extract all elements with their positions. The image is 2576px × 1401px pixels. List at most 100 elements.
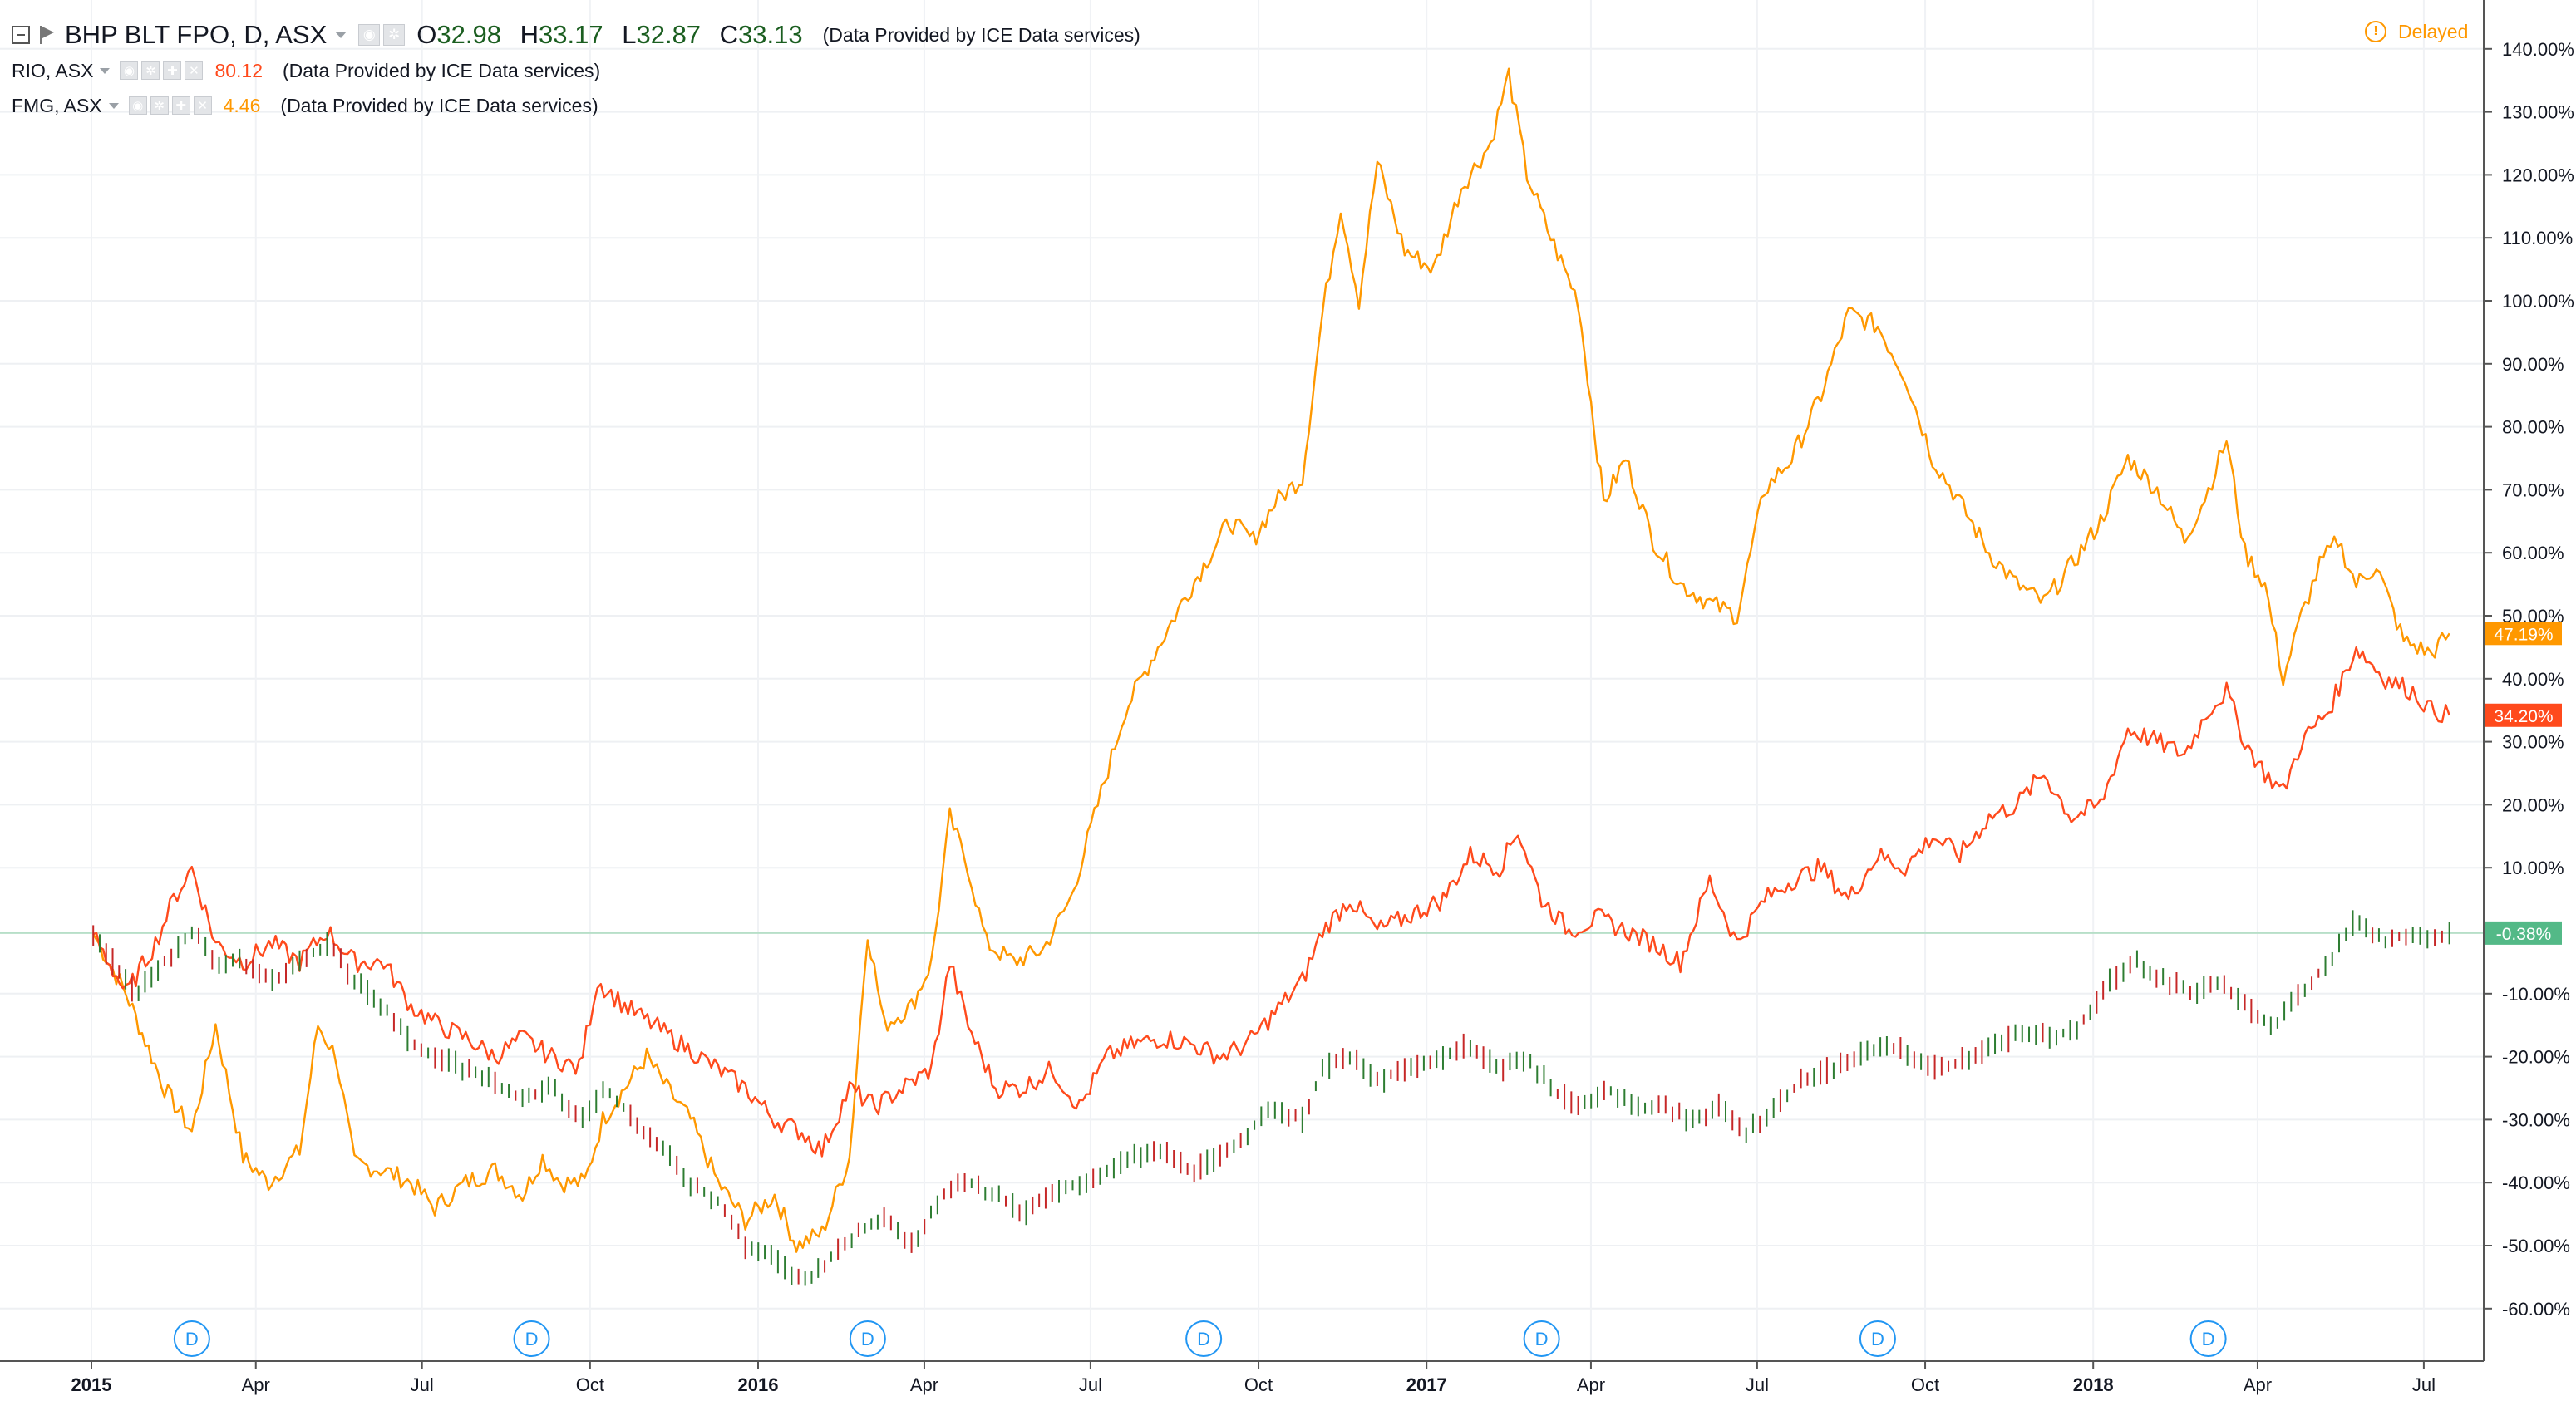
x-tick-label: Apr <box>242 1374 270 1395</box>
last-value-badge <box>2485 622 2562 646</box>
baseline-badge <box>2485 921 2562 945</box>
x-tick-label: 2015 <box>71 1374 112 1395</box>
grid <box>0 0 2484 1361</box>
y-tick-label: 130.00% <box>2502 102 2574 123</box>
high-value: 33.17 <box>539 20 603 49</box>
y-tick-label: 60.00% <box>2502 543 2564 563</box>
ohlc-values: O32.98 H33.17 L32.87 C33.13 <box>416 20 814 50</box>
gear-icon[interactable]: ✲ <box>383 24 406 46</box>
rio-symbol[interactable]: RIO, ASX <box>12 59 94 81</box>
x-tick-label: 2018 <box>2073 1374 2114 1395</box>
series-layer <box>92 67 2450 1286</box>
x-tick-label: 2016 <box>738 1374 779 1395</box>
close-value: 33.13 <box>738 20 803 49</box>
y-tick-label: -30.00% <box>2502 1109 2570 1130</box>
dividend-marker-label: D <box>525 1329 539 1349</box>
close-icon[interactable]: ✕ <box>193 96 212 115</box>
dividend-marker-label: D <box>185 1329 199 1349</box>
warning-icon: ! <box>2365 21 2386 42</box>
baseline-label: -0.38% <box>2496 925 2552 944</box>
flag-icon[interactable] <box>40 26 55 44</box>
open-value: 32.98 <box>436 20 501 49</box>
y-tick-label: -50.00% <box>2502 1236 2570 1256</box>
y-tick-label: 110.00% <box>2502 228 2573 248</box>
low-value: 32.87 <box>636 20 702 49</box>
data-provider-note: (Data Provided by ICE Data services) <box>822 23 1140 46</box>
eye-icon[interactable]: ◉ <box>128 96 147 115</box>
dividend-marker[interactable] <box>1859 1320 1896 1357</box>
time-axis: 2015 Apr Jul Oct 2016 Apr Jul Oct 2017 Apr Jul Oct 2… <box>0 1360 2484 1395</box>
collapse-icon[interactable] <box>12 26 30 44</box>
x-tick-label: Oct <box>1244 1374 1273 1395</box>
dividend-marker[interactable] <box>849 1320 886 1357</box>
close-label: C <box>719 20 739 49</box>
y-tick-label: 20.00% <box>2502 794 2564 815</box>
x-tick-label: Apr <box>2244 1374 2272 1395</box>
dividend-marker-label: D <box>1197 1329 1210 1349</box>
last-value-badge <box>2485 703 2562 727</box>
last-value-label: 34.20% <box>2494 707 2553 726</box>
dividend-marker[interactable] <box>173 1320 210 1357</box>
x-tick-label: Oct <box>576 1374 604 1395</box>
rio-value: 80.12 <box>214 59 263 81</box>
y-tick-label: -40.00% <box>2502 1172 2570 1193</box>
fmg-symbol[interactable]: FMG, ASX <box>12 94 102 116</box>
x-tick-label: Oct <box>1911 1374 1939 1395</box>
comparison-legend-rio: RIO, ASX ◉ ✲ ✚ ✕ 80.12 (Data Provided by… <box>12 57 600 85</box>
gear-icon[interactable]: ✲ <box>141 61 160 80</box>
chevron-down-icon[interactable] <box>100 67 111 74</box>
eye-icon[interactable]: ◉ <box>120 61 139 80</box>
plus-icon[interactable]: ✚ <box>163 61 182 80</box>
close-icon[interactable]: ✕ <box>185 61 204 80</box>
y-tick-label: 70.00% <box>2502 479 2564 500</box>
chevron-down-icon[interactable] <box>335 32 347 38</box>
open-label: O <box>416 20 437 49</box>
fmg-value: 4.46 <box>223 94 261 116</box>
data-provider-note: (Data Provided by ICE Data services) <box>283 59 601 81</box>
dividend-marker[interactable] <box>1185 1320 1223 1357</box>
x-tick-label: Jul <box>411 1374 434 1395</box>
delayed-badge[interactable]: ! Delayed <box>2365 18 2468 45</box>
y-tick-label: 140.00% <box>2502 39 2574 60</box>
series-ohlc-bhp <box>92 910 2450 1286</box>
series-line-fmg <box>92 67 2450 1253</box>
y-tick-label: 80.00% <box>2502 417 2564 438</box>
y-tick-label: -10.00% <box>2502 984 2570 1005</box>
x-tick-label: Jul <box>2412 1374 2436 1395</box>
delayed-label: Delayed <box>2398 20 2469 42</box>
y-tick-label: 40.00% <box>2502 669 2564 690</box>
high-label: H <box>520 20 539 49</box>
last-value-label: 47.19% <box>2494 625 2553 644</box>
x-tick-label: Apr <box>1577 1374 1605 1395</box>
eye-icon[interactable]: ◉ <box>358 24 381 46</box>
y-tick-label: -60.00% <box>2502 1299 2570 1320</box>
dividend-marker-label: D <box>1871 1329 1884 1349</box>
y-tick-label: 90.00% <box>2502 354 2564 375</box>
price-axis: 140.00% 130.00% 120.00% 110.00% 100.00% 90.00… <box>2483 0 2574 1361</box>
series-line-rio <box>92 646 2450 1158</box>
data-provider-note: (Data Provided by ICE Data services) <box>280 94 598 116</box>
x-tick-label: Jul <box>1746 1374 1769 1395</box>
x-tick-label: Jul <box>1079 1374 1102 1395</box>
x-tick-label: 2017 <box>1406 1374 1447 1395</box>
gear-icon[interactable]: ✲ <box>150 96 169 115</box>
main-series-legend: BHP BLT FPO, D, ASX ◉ ✲ O32.98 H33.17 L3… <box>12 18 1140 52</box>
dividend-marker-label: D <box>1535 1329 1549 1349</box>
plus-icon[interactable]: ✚ <box>171 96 190 115</box>
dividend-marker-label: D <box>2202 1329 2215 1349</box>
y-tick-label: 100.00% <box>2502 291 2574 312</box>
y-tick-label: 10.00% <box>2502 858 2564 878</box>
dividend-marker[interactable] <box>2189 1320 2227 1357</box>
y-tick-label: -20.00% <box>2502 1047 2570 1068</box>
dividend-marker[interactable] <box>1523 1320 1560 1357</box>
y-tick-label: 120.00% <box>2502 165 2574 185</box>
x-tick-label: Apr <box>910 1374 938 1395</box>
main-symbol[interactable]: BHP BLT FPO, D, ASX <box>65 20 328 49</box>
comparison-legend-fmg: FMG, ASX ◉ ✲ ✚ ✕ 4.46 (Data Provided by … <box>12 91 598 120</box>
low-label: L <box>622 20 637 49</box>
y-tick-label: 30.00% <box>2502 732 2564 753</box>
chevron-down-icon[interactable] <box>108 102 119 109</box>
dividend-marker[interactable] <box>513 1320 550 1357</box>
